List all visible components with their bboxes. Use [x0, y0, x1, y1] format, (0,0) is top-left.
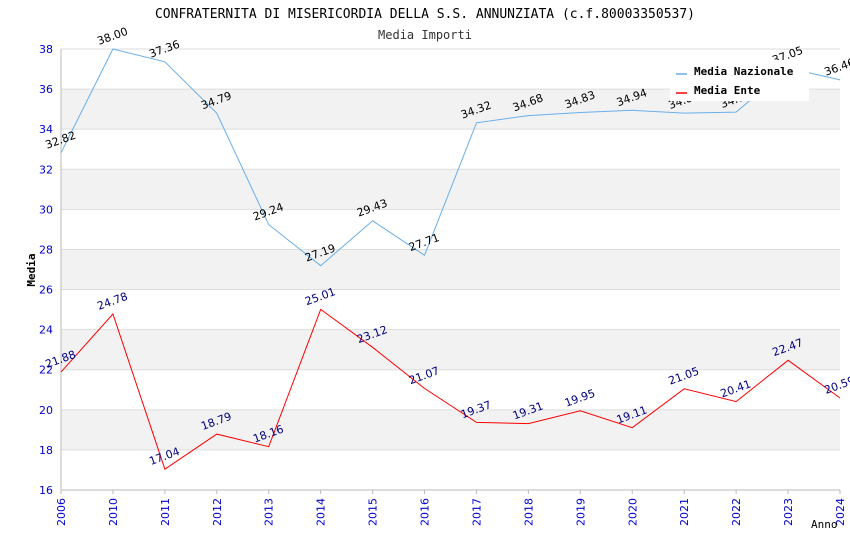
x-tick-label: 2022	[730, 498, 743, 526]
data-label: 19.95	[563, 387, 597, 410]
x-tick-label: 2012	[211, 498, 224, 526]
x-tick-label: 2006	[55, 498, 68, 526]
y-tick-label: 38	[39, 43, 53, 56]
y-tick-label: 32	[39, 163, 53, 176]
y-tick-label: 24	[39, 324, 53, 337]
x-tick-label: 2015	[367, 498, 380, 526]
grid-band	[61, 329, 840, 370]
series-lines	[60, 48, 841, 470]
data-label: 36.46	[823, 56, 850, 79]
chart-title: CONFRATERNITA DI MISERICORDIA DELLA S.S.…	[155, 7, 695, 22]
legend-label-media-nazionale: Media Nazionale	[694, 65, 794, 78]
y-tick-label: 22	[39, 364, 53, 377]
x-tick-label: 2017	[470, 498, 483, 526]
x-tick-label: 2010	[107, 498, 120, 526]
y-tick-label: 26	[39, 284, 53, 297]
series-line-media-nazionale	[60, 48, 841, 267]
x-tick-label: 2011	[159, 498, 172, 526]
x-tick-label: 2019	[574, 498, 587, 526]
x-tick-label: 2018	[522, 498, 535, 526]
x-tick-label: 2016	[419, 498, 432, 526]
data-label: 20.41	[719, 377, 753, 400]
grid-bands	[61, 48, 840, 491]
x-tick-label: 2021	[678, 498, 691, 526]
y-tick-label: 18	[39, 444, 53, 457]
y-tick-label: 16	[39, 484, 53, 497]
y-axis-label: Media	[25, 253, 38, 286]
y-tick-label: 36	[39, 83, 53, 96]
grid-band	[61, 409, 840, 450]
y-tick-label: 30	[39, 203, 53, 216]
x-axis-label: Anno	[811, 518, 838, 531]
x-tick-label: 2023	[782, 498, 795, 526]
x-tick-label: 2020	[626, 498, 639, 526]
chart-subtitle: Media Importi	[378, 28, 472, 42]
x-tick-label: 2014	[315, 498, 328, 526]
series-line-media-ente	[60, 308, 841, 470]
data-label: 24.78	[96, 290, 130, 313]
data-label: 37.36	[147, 38, 181, 61]
legend-label-media-ente: Media Ente	[694, 84, 761, 97]
y-tick-label: 34	[39, 123, 53, 136]
data-label: 38.00	[96, 25, 130, 48]
grid-band	[61, 249, 840, 290]
y-tick-label: 28	[39, 243, 53, 256]
x-tick-label: 2024	[834, 498, 847, 526]
y-tick-label: 20	[39, 404, 53, 417]
data-label: 20.59	[823, 374, 850, 397]
x-tick-label: 2013	[263, 498, 276, 526]
legend: Media Nazionale Media Ente	[670, 60, 809, 101]
legend-box	[670, 60, 809, 101]
